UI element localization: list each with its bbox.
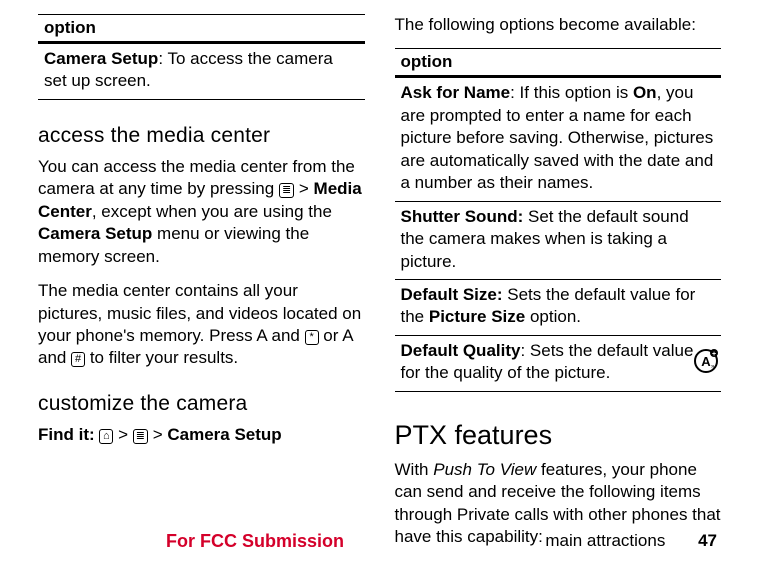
svg-text:A: A [701,354,711,369]
text: option. [525,307,581,326]
text: With [395,460,434,479]
paragraph: The following options become available: [395,14,722,36]
svg-text:+: + [712,351,716,358]
camera-setup-label: Camera Setup [167,425,281,444]
text: to filter your results. [85,348,238,367]
push-to-view-label: Push To View [433,460,536,479]
text: and [267,326,305,345]
right-column: The following options become available: … [395,14,722,560]
fcc-submission-label: For FCC Submission [166,531,344,552]
option-table-left: option Camera Setup: To access the camer… [38,14,365,100]
table-header: option [38,15,365,43]
find-it-label: Find it: [38,425,99,444]
menu-icon: ≣ [279,183,294,198]
paragraph: You can access the media center from the… [38,156,365,268]
key-a: A [256,326,266,345]
table-header: option [395,49,722,77]
table-row: Default Quality: Sets the default value … [395,335,722,391]
option-name: Default Size: [401,285,503,304]
text: and [38,348,71,367]
table-row: Camera Setup: To access the camera set u… [38,43,365,100]
option-name: Shutter Sound: [401,207,524,226]
text: > [294,179,313,198]
text: , except when you are using the [92,202,332,221]
option-name: Ask for Name [401,83,511,102]
option-name: Default Quality [401,341,521,360]
star-key-icon: * [305,330,319,345]
page-number: 47 [698,531,717,550]
heading-ptx-features: PTX features [395,420,722,451]
section-name: main attractions [545,531,665,550]
heading-access-media-center: access the media center [38,124,365,148]
table-row: Default Size: Sets the default value for… [395,279,722,335]
key-a: A [342,326,352,345]
camera-icon: ⌂ [99,429,113,444]
table-row: Shutter Sound: Set the default sound the… [395,201,722,279]
text: > [148,425,167,444]
text: or [319,326,343,345]
menu-icon: ≣ [133,429,148,444]
picture-size-label: Picture Size [429,307,525,326]
hash-key-icon: # [71,352,85,367]
left-column: option Camera Setup: To access the camer… [38,14,365,560]
text: : If this option is [510,83,633,102]
page-footer: For FCC Submission main attractions 47 [0,531,759,552]
option-table-right: option Ask for Name: If this option is O… [395,48,722,391]
paragraph: The media center contains all your pictu… [38,280,365,370]
camera-setup-label: Camera Setup [38,224,152,243]
find-it-line: Find it: ⌂ > ≣ > Camera Setup [38,424,365,446]
option-name: Camera Setup [44,49,158,68]
table-row: Ask for Name: If this option is On, you … [395,77,722,201]
text: > [113,425,132,444]
heading-customize-camera: customize the camera [38,392,365,416]
on-label: On [633,83,657,102]
operator-feature-icon: + A » [693,348,719,374]
footer-right: main attractions 47 [545,531,717,551]
